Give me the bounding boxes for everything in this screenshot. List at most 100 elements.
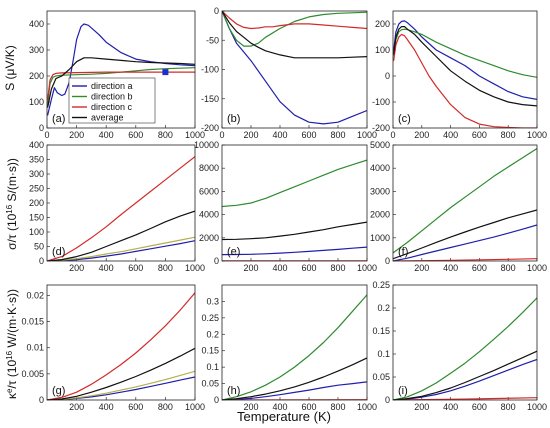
- x-tick-label: 0: [219, 130, 224, 140]
- plot-frame: [46, 284, 196, 401]
- y-tick-label: 0.25: [372, 280, 390, 290]
- x-tick-label: 400: [272, 130, 287, 140]
- x-tick-label: 1000: [527, 130, 547, 140]
- y-tick-label: 200: [375, 19, 390, 29]
- x-tick-label: 200: [69, 130, 84, 140]
- y-tick-label: 0: [39, 256, 44, 266]
- panel-i: 200 400 600 800 1000 0 0.05 0.1 0.15 0.2 0.25 (i): [372, 280, 547, 412]
- x-tick-label: 200: [243, 402, 258, 412]
- xlabel: Temperature (K): [237, 409, 331, 424]
- series-line-extra-b-hint: [47, 370, 195, 400]
- panel-a: 0 200 400 600 800 10000100200300400(a)directi…: [29, 10, 205, 140]
- x-tick-label: 800: [330, 130, 345, 140]
- plot-frame: [221, 284, 368, 401]
- series-line-average: [222, 221, 367, 241]
- y-tick-label: 2000: [199, 233, 219, 243]
- panel-d: 200 400 600 800 1000 0 50 100 150 200 250 300 350 400…: [29, 140, 205, 273]
- x-tick-label: 1000: [357, 263, 377, 273]
- y-tick-label: 10000: [194, 140, 219, 150]
- y-tick-label: 0.25: [201, 313, 219, 323]
- y-tick-label: 100: [29, 227, 44, 237]
- y-tick-label: 0: [385, 256, 390, 266]
- y-tick-label: 0.02: [26, 290, 44, 300]
- legend-entry: direction c: [91, 102, 133, 112]
- panel-label: (a): [52, 113, 65, 125]
- series-line-average: [393, 350, 537, 400]
- y-tick-label: -150: [201, 94, 219, 104]
- series-line-extra-b-hint: [47, 236, 195, 261]
- y-tick-label: 0.1: [206, 362, 219, 372]
- series-line-direction-a: [393, 224, 537, 261]
- x-tick-label: 600: [472, 263, 487, 273]
- x-tick-label: 800: [158, 263, 173, 273]
- series-line-average: [47, 347, 195, 400]
- x-tick-label: 600: [128, 130, 143, 140]
- plot-frame: [392, 144, 538, 262]
- y-tick-label: 0.15: [372, 326, 390, 336]
- y-tick-label: 50: [34, 242, 44, 252]
- series-line-direction-b: [222, 11, 367, 47]
- y-tick-label: 0.05: [372, 372, 390, 382]
- y-tick-label: 0.1: [377, 349, 390, 359]
- series-line-direction-b: [222, 294, 367, 400]
- series-line-direction-a: [222, 246, 367, 256]
- series-line-direction-a: [222, 381, 367, 400]
- y-tick-label: 0: [385, 71, 390, 81]
- x-tick-label: 600: [128, 402, 143, 412]
- y-tick-label: 100: [29, 97, 44, 107]
- series-line-direction-b: [47, 67, 195, 106]
- x-tick-label: 400: [443, 263, 458, 273]
- series-line-average: [222, 11, 367, 59]
- y-tick-label: 300: [29, 169, 44, 179]
- panel-label: (f): [398, 246, 408, 258]
- x-tick-label: 1000: [527, 263, 547, 273]
- ylabel-row2: σ/τ (1016 S/(m·s)): [5, 158, 19, 250]
- y-tick-label: 2000: [370, 210, 390, 220]
- x-tick-label: 800: [330, 402, 345, 412]
- x-tick-label: 800: [501, 130, 516, 140]
- y-tick-label: -50: [206, 35, 219, 45]
- y-tick-label: 4000: [199, 210, 219, 220]
- plot-frame: [392, 10, 538, 129]
- x-tick-label: 200: [414, 263, 429, 273]
- panel-e: 200 400 600 800 10000200040006000800010000(e…: [194, 140, 377, 273]
- y-tick-label: 6000: [199, 186, 219, 196]
- legend-entry: direction a: [91, 81, 133, 91]
- series-line-direction-c: [47, 156, 195, 261]
- x-tick-label: 800: [330, 263, 345, 273]
- x-tick-label: 400: [443, 402, 458, 412]
- x-tick-label: 600: [301, 130, 316, 140]
- x-tick-label: 200: [69, 263, 84, 273]
- series-line-average: [47, 210, 195, 261]
- x-tick-label: 600: [301, 263, 316, 273]
- legend-entry: direction b: [91, 92, 133, 102]
- x-tick-label: 400: [443, 130, 458, 140]
- y-tick-label: 350: [29, 155, 44, 165]
- y-tick-label: -200: [372, 123, 390, 133]
- series-line-direction-a: [47, 376, 195, 400]
- series-line-direction-b: [393, 147, 537, 254]
- series-line-direction-c: [222, 11, 367, 30]
- x-tick-label: 200: [243, 130, 258, 140]
- x-tick-label: 200: [243, 263, 258, 273]
- series-line-average: [393, 209, 537, 260]
- x-tick-label: 800: [501, 263, 516, 273]
- x-tick-label: 1000: [185, 402, 205, 412]
- panel-label: (i): [398, 385, 408, 397]
- series-line-direction-a: [393, 20, 537, 101]
- series-line-direction-b: [393, 28, 537, 78]
- legend-entry: average: [91, 113, 124, 123]
- panel-b: 0 200 400 600 800 1000 0 -50 -100 -150 -200 (b): [201, 6, 377, 140]
- panel-label: (g): [52, 385, 65, 397]
- panel-g: 200 400 600 800 1000 0 0.005 0.01 0.015 0.02 (g): [21, 284, 205, 412]
- x-tick-label: 400: [272, 402, 287, 412]
- y-tick-label: 400: [29, 19, 44, 29]
- y-tick-label: -100: [372, 97, 390, 107]
- panel-label: (b): [227, 113, 240, 125]
- panel-h: 200 400 600 800 1000 0 0.05 0.1 0.15 0.2 0.25 0.3 (h…: [201, 284, 377, 412]
- x-tick-label: 400: [99, 263, 114, 273]
- x-tick-label: 200: [414, 402, 429, 412]
